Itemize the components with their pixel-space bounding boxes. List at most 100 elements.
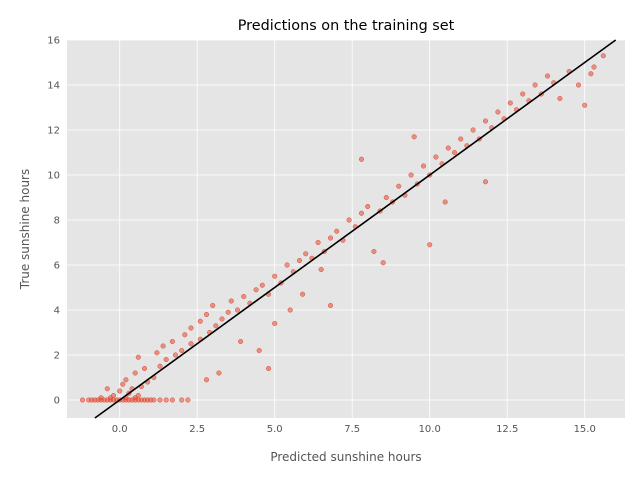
data-point [228,298,234,304]
x-tick-label: 0.0 [112,424,128,435]
data-point [182,332,188,338]
y-tick-label: 16 [47,36,60,47]
data-point [296,257,303,264]
data-point [259,282,265,288]
data-point [318,266,324,273]
data-point [79,397,86,403]
data-point [591,64,597,70]
data-point [451,149,458,156]
data-point [225,309,231,315]
data-point [265,365,272,372]
data-point [445,145,451,151]
data-point [210,302,216,309]
data-point [169,338,175,345]
data-point [141,365,148,372]
data-point [544,73,551,79]
data-point [495,109,501,115]
data-point [157,397,163,403]
data-point [120,381,126,387]
y-tick-label: 4 [54,306,60,317]
x-tick-label: 15.0 [574,424,596,435]
data-point [185,397,191,403]
tick-labels: 0.0 2.5 5.0 7.5 10.0 12.5 15.0 0 2 4 6 8 10 12 14 16 [47,36,596,436]
data-point [380,260,386,266]
data-point [327,235,334,241]
data-point [588,71,594,77]
data-point [358,156,365,162]
data-point [433,154,439,160]
data-point [582,102,588,108]
data-point [365,203,371,210]
x-tick-label: 7.5 [344,424,360,435]
y-axis-label: True sunshine hours [18,169,32,291]
data-point [179,347,185,354]
data-point [411,134,417,140]
data-point [396,183,402,189]
data-point [600,53,606,59]
data-point [154,350,160,356]
data-point [160,343,166,349]
x-tick-label: 2.5 [189,424,205,435]
data-point [135,354,141,360]
data-point [110,392,117,399]
data-point [507,100,513,106]
data-point [241,293,247,300]
data-point [520,91,526,97]
data-point [284,262,290,268]
data-point [315,239,321,246]
data-point [358,210,365,216]
y-tick-label: 0 [54,396,60,407]
x-tick-label: 5.0 [267,424,283,435]
data-point [203,311,210,318]
data-point [253,287,259,293]
data-point [532,82,538,88]
data-point [132,370,138,376]
reference-line-group [94,39,617,419]
plot-area [67,40,625,418]
data-point [117,388,123,394]
data-point [234,307,241,313]
data-point [303,251,309,257]
data-point [327,302,334,309]
data-point [172,352,179,358]
data-point [135,392,141,399]
data-point [287,307,293,313]
data-point [334,228,340,234]
data-point [272,273,278,279]
grid [67,39,625,418]
data-point [575,82,582,88]
x-tick-label: 10.0 [419,424,441,435]
data-point [272,320,278,327]
data-point [219,316,225,322]
x-tick-label: 12.5 [496,424,518,435]
data-point [458,136,464,142]
data-point [216,370,222,376]
data-point [442,199,448,205]
data-point [163,356,169,363]
data-point [256,347,262,354]
data-point [470,127,476,133]
data-point [98,395,104,401]
y-tick-label: 6 [54,261,60,272]
data-point [123,377,129,383]
data-point [557,95,563,102]
data-point [213,323,219,329]
data-point [346,217,352,223]
chart-title: Predictions on the training set [238,18,455,34]
data-point [104,386,110,392]
data-point [383,194,389,201]
data-point [482,118,489,124]
data-point [197,318,203,324]
data-point [188,325,194,331]
data-point [420,163,427,169]
data-point [371,248,377,255]
data-point [482,179,489,185]
y-tick-label: 8 [54,216,60,227]
y-tick-label: 12 [47,126,60,137]
y-tick-label: 10 [47,171,60,182]
data-point [238,338,244,345]
data-point [163,397,169,403]
data-point [203,377,210,383]
y-tick-label: 14 [47,81,60,92]
